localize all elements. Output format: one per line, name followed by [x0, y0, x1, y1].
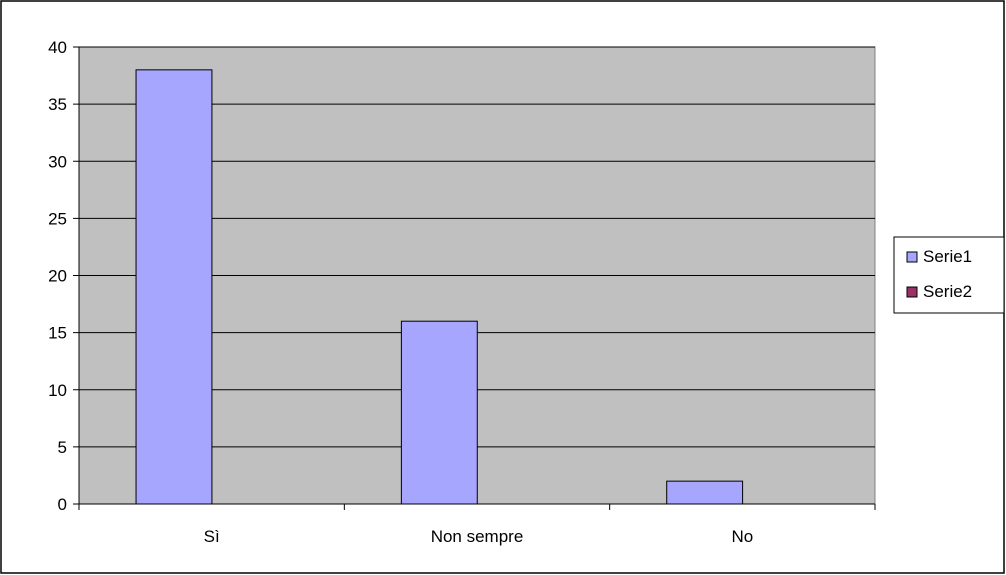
x-category-label: Non sempre — [431, 527, 524, 546]
legend-label-serie1: Serie1 — [923, 247, 972, 266]
legend-swatch-serie1 — [906, 251, 918, 263]
x-axis-ticks: Sì Non sempre No — [78, 504, 876, 546]
bars — [135, 69, 744, 505]
y-axis-ticks: 0 5 10 15 20 25 30 35 40 — [48, 38, 79, 514]
legend-label-serie2: Serie2 — [923, 282, 972, 301]
y-tick-label: 0 — [58, 495, 67, 514]
y-tick-label: 35 — [48, 95, 67, 114]
y-tick-label: 25 — [48, 209, 67, 228]
y-tick-label: 30 — [48, 152, 67, 171]
y-tick-label: 5 — [58, 438, 67, 457]
x-category-label: Sì — [204, 527, 220, 546]
bar-serie1-2 — [666, 480, 744, 505]
x-category-label: No — [731, 527, 753, 546]
bar-serie1-1 — [400, 320, 478, 505]
y-tick-label: 20 — [48, 267, 67, 286]
y-tick-label: 40 — [48, 38, 67, 57]
y-tick-label: 10 — [48, 381, 67, 400]
bar-serie1-0 — [135, 69, 213, 505]
legend-box — [893, 236, 1005, 314]
y-tick-label: 15 — [48, 324, 67, 343]
legend: Serie1 Serie2 — [893, 236, 1005, 314]
legend-swatch-serie2 — [906, 286, 918, 298]
